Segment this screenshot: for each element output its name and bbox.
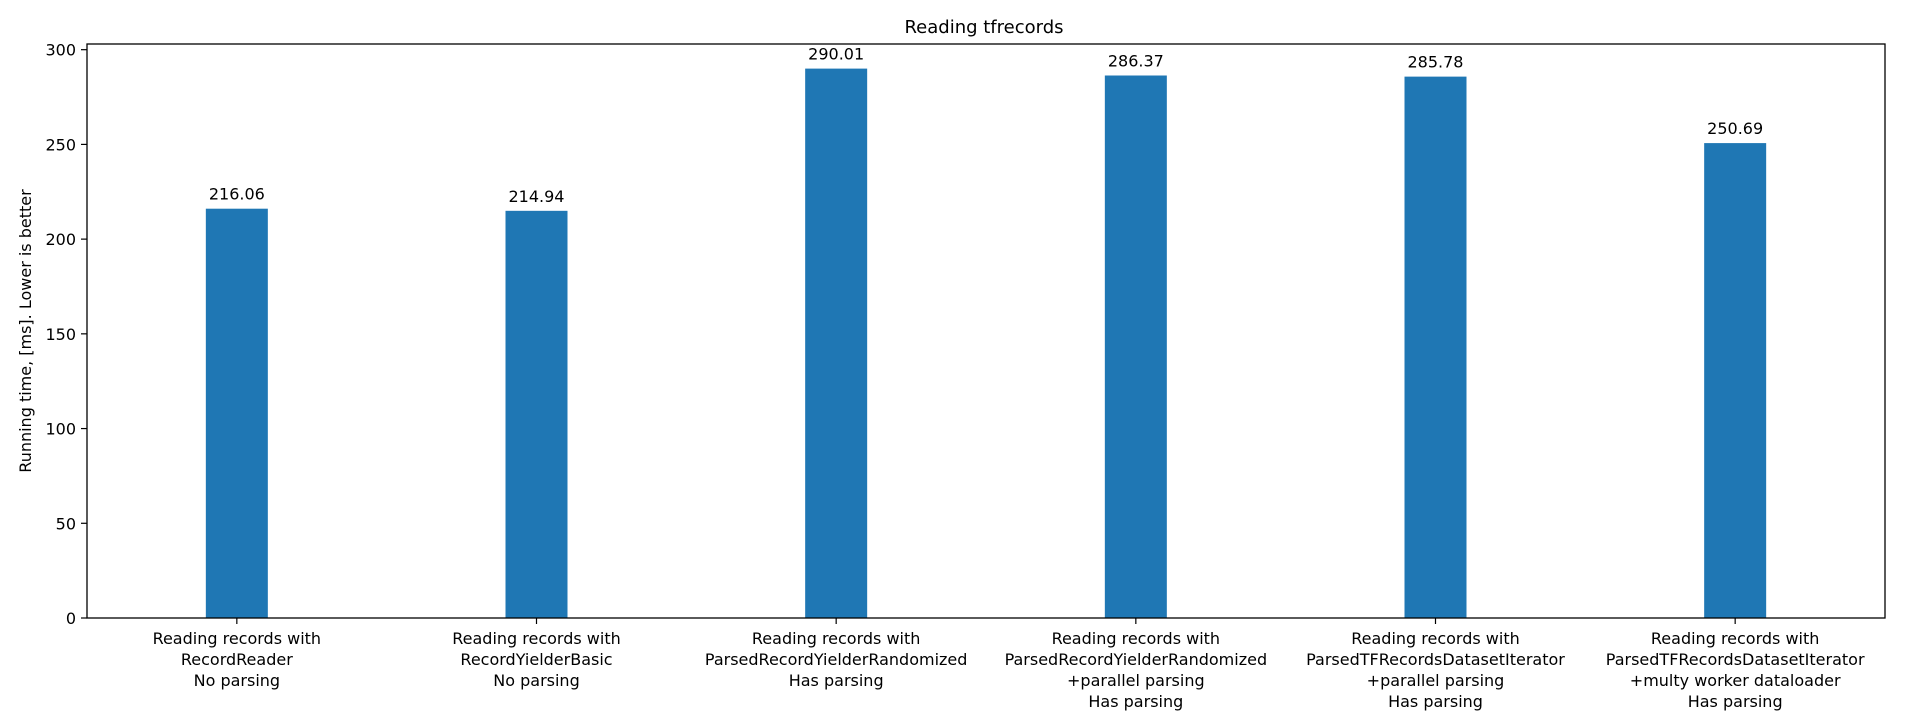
x-tick-label-line: Has parsing <box>1088 692 1183 711</box>
bar <box>1704 143 1767 618</box>
x-tick-label-line: +multy worker dataloader <box>1630 671 1841 690</box>
x-tick-label-line: ParsedRecordYielderRandomized <box>1005 650 1268 669</box>
data-label: 290.01 <box>808 45 864 64</box>
data-labels-layer: 216.06 214.94 290.01 286.37 285.78 250.69 <box>209 45 1763 206</box>
y-tick-label: 150 <box>45 325 76 344</box>
x-tick-label-line: RecordYielderBasic <box>460 650 612 669</box>
bar <box>205 208 268 618</box>
bar <box>805 68 868 619</box>
x-tick-label: Reading records with ParsedTFRecordsDatas… <box>1306 629 1565 711</box>
y-tick-label: 300 <box>45 41 76 60</box>
bar <box>1404 76 1467 618</box>
x-tick-label-line: No parsing <box>493 671 579 690</box>
bar <box>505 210 568 618</box>
y-axis: 0 50 100 150 200 250 300 <box>45 41 87 628</box>
plot-frame <box>86 43 1886 619</box>
x-tick-label-line: Reading records with <box>153 629 322 648</box>
data-label: 216.06 <box>209 185 265 204</box>
x-tick-label: Reading records with RecordReader No parsi… <box>153 629 322 690</box>
x-tick-label-line: Has parsing <box>1388 692 1483 711</box>
x-tick-label: Reading records with ParsedRecordYielderR… <box>1005 629 1268 711</box>
data-label: 286.37 <box>1108 52 1164 71</box>
x-tick-label: Reading records with RecordYielderBasic No… <box>452 629 621 690</box>
y-tick-label: 0 <box>66 609 76 628</box>
x-tick-label-line: +parallel parsing <box>1067 671 1205 690</box>
y-axis-label: Running time, [ms]. Lower is better <box>16 189 35 473</box>
x-tick-label-line: Has parsing <box>1688 692 1783 711</box>
data-label: 250.69 <box>1707 119 1763 138</box>
y-tick-label: 50 <box>56 514 76 533</box>
x-tick-label-line: ParsedRecordYielderRandomized <box>705 650 968 669</box>
x-tick-label-line: +parallel parsing <box>1367 671 1505 690</box>
x-tick-label-line: RecordReader <box>181 650 293 669</box>
chart-title: Reading tfrecords <box>904 17 1063 38</box>
x-axis: Reading records with RecordReader No parsi… <box>153 618 1865 711</box>
x-tick-label-line: Reading records with <box>1651 629 1820 648</box>
x-tick-label-line: Reading records with <box>752 629 921 648</box>
data-label: 214.94 <box>509 187 565 206</box>
bar <box>1104 75 1167 619</box>
x-tick-label-line: Has parsing <box>789 671 884 690</box>
y-tick-label: 100 <box>45 420 76 439</box>
y-tick-label: 250 <box>45 135 76 154</box>
y-tick-label: 200 <box>45 230 76 249</box>
x-tick-label-line: ParsedTFRecordsDatasetIterator <box>1306 650 1565 669</box>
x-tick-label-line: ParsedTFRecordsDatasetIterator <box>1606 650 1865 669</box>
data-label: 285.78 <box>1408 53 1464 72</box>
x-tick-label-line: Reading records with <box>452 629 621 648</box>
x-tick-label-line: No parsing <box>194 671 280 690</box>
x-tick-label-line: Reading records with <box>1351 629 1520 648</box>
bars-layer <box>205 68 1767 619</box>
x-tick-label: Reading records with ParsedTFRecordsDatas… <box>1606 629 1865 711</box>
x-tick-label: Reading records with ParsedRecordYielderR… <box>705 629 968 690</box>
x-tick-label-line: Reading records with <box>1052 629 1221 648</box>
